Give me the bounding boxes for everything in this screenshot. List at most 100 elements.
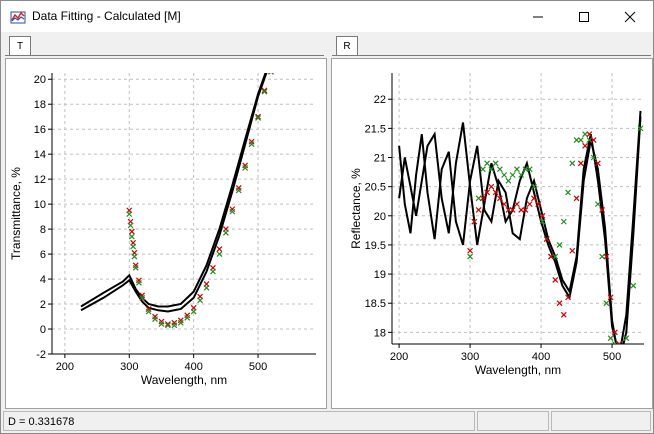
data-point-marker bbox=[492, 160, 499, 167]
data-point-marker bbox=[509, 172, 516, 178]
data-point-marker bbox=[484, 160, 491, 167]
y-tick-label: 14 bbox=[34, 149, 46, 161]
y-axis-title: Transmittance, % bbox=[9, 167, 23, 260]
tab-divider bbox=[5, 55, 324, 56]
status-pane-2 bbox=[477, 411, 549, 431]
close-button[interactable] bbox=[607, 1, 653, 32]
x-tick-label: 300 bbox=[120, 361, 138, 373]
data-point-marker bbox=[535, 201, 542, 208]
data-point-marker bbox=[594, 160, 601, 167]
transmittance-chart[interactable]: -2 0 2 4 6 8 10 12 14 16 18 20 200 300 400 500 Wavelengt… bbox=[6, 59, 326, 408]
y-tick-label: 19.5 bbox=[365, 240, 386, 252]
y-tick-label: 21.5 bbox=[365, 123, 386, 135]
y-tick-label: 18.5 bbox=[365, 298, 386, 310]
y-tick-label: 20.5 bbox=[365, 182, 386, 194]
y-tick-label: 21 bbox=[374, 153, 386, 165]
data-point-marker bbox=[216, 246, 223, 253]
data-point-marker bbox=[222, 229, 229, 236]
data-point-marker bbox=[164, 322, 171, 329]
status-bar: D = 0.331678 bbox=[1, 410, 653, 433]
tab-strip-transmittance: T bbox=[5, 36, 324, 56]
series-line-1 bbox=[398, 110, 642, 344]
data-point-marker bbox=[177, 319, 184, 326]
y-tick-label: 2 bbox=[40, 299, 46, 311]
data-point-marker bbox=[484, 189, 491, 196]
y-tick-label: 16 bbox=[34, 124, 46, 136]
data-point-marker bbox=[197, 297, 204, 304]
data-point-marker bbox=[590, 137, 597, 143]
x-tick-label: 300 bbox=[461, 351, 479, 363]
data-point-marker bbox=[522, 207, 529, 213]
data-point-marker bbox=[573, 137, 580, 143]
data-point-marker bbox=[128, 228, 135, 235]
data-point-marker bbox=[509, 207, 516, 213]
tab-transmittance[interactable]: T bbox=[9, 36, 31, 56]
data-point-marker bbox=[268, 73, 274, 75]
series-line-0 bbox=[80, 73, 267, 308]
data-point-marker bbox=[582, 131, 589, 138]
data-point-marker bbox=[637, 125, 644, 132]
data-point-marker bbox=[475, 207, 482, 213]
data-point-marker bbox=[531, 183, 537, 190]
x-tick-label: 200 bbox=[56, 361, 74, 373]
x-tick-label: 400 bbox=[184, 361, 202, 373]
transmittance-chart-panel[interactable]: -2 0 2 4 6 8 10 12 14 16 18 20 200 300 400 500 Wavelengt… bbox=[5, 58, 327, 409]
x-tick-label: 200 bbox=[390, 351, 408, 363]
data-point-marker bbox=[505, 207, 512, 213]
data-point-marker bbox=[255, 113, 261, 120]
data-point-marker bbox=[479, 195, 486, 202]
data-point-marker bbox=[130, 243, 137, 250]
series-line-0 bbox=[398, 116, 642, 344]
status-text: D = 0.331678 bbox=[3, 411, 475, 431]
data-point-marker bbox=[603, 253, 610, 260]
data-point-marker bbox=[127, 222, 134, 229]
data-point-marker bbox=[543, 236, 550, 243]
y-tick-label: 0 bbox=[40, 324, 46, 336]
data-point-marker bbox=[229, 208, 236, 215]
x-axis-title: Wavelength, nm bbox=[141, 373, 227, 387]
reflectance-chart-panel[interactable]: 18 18.5 19 19.5 20 20.5 21 21.5 22 200 300 400 500 Wa… bbox=[331, 58, 653, 409]
x-tick-label: 400 bbox=[532, 351, 550, 363]
data-point-marker bbox=[216, 251, 223, 258]
tab-reflectance[interactable]: R bbox=[336, 36, 358, 56]
tab-strip-reflectance: R bbox=[332, 36, 651, 56]
data-point-marker bbox=[623, 335, 630, 342]
data-point-marker bbox=[586, 131, 593, 138]
data-point-marker bbox=[616, 341, 623, 344]
y-tick-label: 10 bbox=[34, 199, 46, 211]
x-tick-label: 500 bbox=[603, 351, 621, 363]
data-point-marker bbox=[565, 189, 571, 196]
minimize-button[interactable] bbox=[515, 1, 561, 32]
data-point-marker bbox=[565, 294, 571, 301]
data-point-marker bbox=[203, 284, 210, 291]
data-point-marker bbox=[467, 253, 474, 260]
data-point-marker bbox=[171, 322, 178, 329]
data-point-marker bbox=[471, 218, 478, 225]
title-bar[interactable]: Data Fitting - Calculated [M] bbox=[1, 1, 653, 32]
data-point-marker bbox=[492, 189, 499, 196]
data-point-marker bbox=[552, 276, 559, 283]
close-icon bbox=[624, 11, 636, 22]
maximize-button[interactable] bbox=[561, 1, 607, 32]
maximize-icon bbox=[579, 11, 589, 22]
data-point-marker bbox=[501, 172, 508, 178]
data-point-marker bbox=[501, 201, 508, 208]
data-point-marker bbox=[611, 329, 618, 336]
app-logo-icon bbox=[10, 11, 26, 24]
data-point-marker bbox=[590, 154, 597, 161]
data-point-marker bbox=[582, 142, 589, 149]
data-point-marker bbox=[479, 166, 486, 173]
data-point-marker bbox=[261, 88, 268, 95]
data-point-marker bbox=[496, 195, 503, 202]
data-point-marker bbox=[184, 314, 191, 321]
data-point-marker bbox=[552, 253, 559, 260]
data-point-marker bbox=[560, 311, 567, 318]
data-point-marker bbox=[255, 115, 261, 121]
data-point-marker bbox=[152, 316, 158, 322]
data-point-marker bbox=[505, 177, 512, 184]
reflectance-chart[interactable]: 18 18.5 19 19.5 20 20.5 21 21.5 22 200 300 400 500 Wa… bbox=[332, 59, 652, 408]
data-point-marker bbox=[488, 183, 495, 190]
data-point-marker bbox=[560, 218, 567, 225]
data-point-marker bbox=[235, 187, 242, 194]
